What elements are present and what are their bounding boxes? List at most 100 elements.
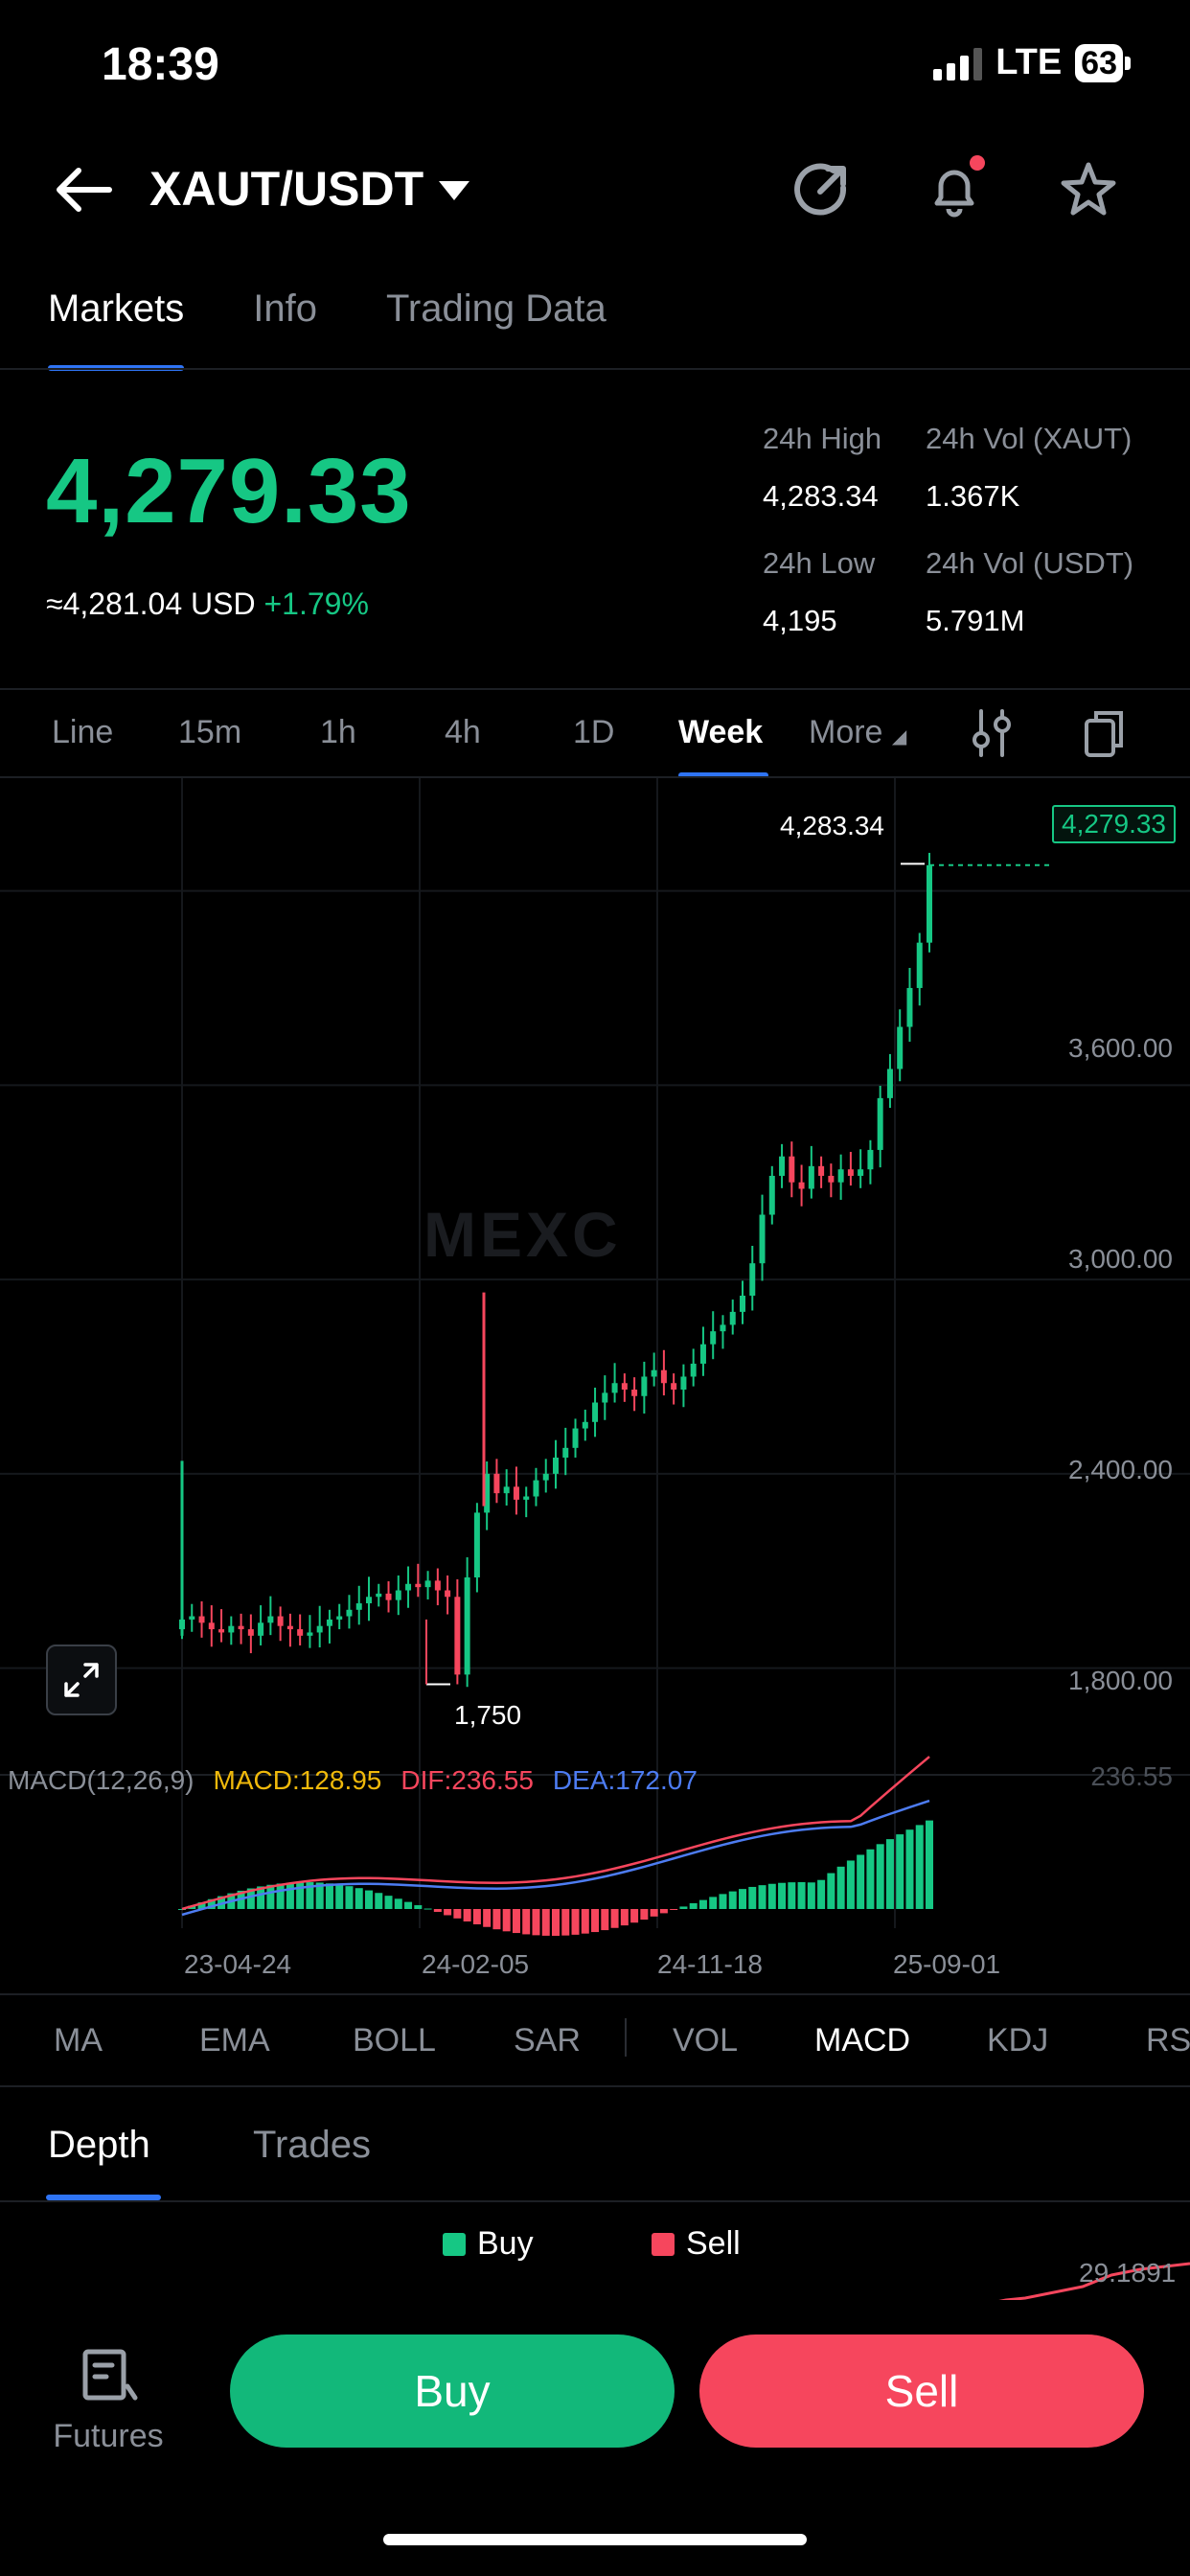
candle bbox=[837, 1169, 844, 1183]
candle bbox=[355, 1603, 362, 1610]
star-icon[interactable] bbox=[1052, 153, 1125, 226]
macd-bar bbox=[640, 1909, 649, 1920]
candle bbox=[818, 1165, 825, 1176]
candle bbox=[218, 1629, 225, 1633]
tf-4h[interactable]: 4h bbox=[445, 714, 481, 750]
tab-trades[interactable]: Trades bbox=[253, 2124, 372, 2166]
ind-rsi[interactable]: RS bbox=[1146, 2022, 1190, 2058]
candle bbox=[424, 1580, 431, 1588]
home-indicator bbox=[383, 2534, 807, 2545]
candle bbox=[542, 1473, 549, 1481]
macd-bar bbox=[836, 1866, 845, 1909]
ind-ema[interactable]: EMA bbox=[199, 2022, 270, 2058]
candle bbox=[690, 1363, 697, 1377]
macd-bar bbox=[296, 1882, 305, 1909]
macd-bar bbox=[719, 1894, 727, 1909]
candle bbox=[808, 1165, 814, 1189]
tab-markets[interactable]: Markets bbox=[48, 288, 185, 371]
tf-week[interactable]: Week bbox=[678, 714, 764, 750]
macd-bar bbox=[552, 1909, 560, 1936]
candle bbox=[277, 1616, 284, 1626]
share-icon[interactable] bbox=[786, 153, 858, 226]
macd-bar bbox=[620, 1909, 629, 1926]
candle bbox=[326, 1619, 332, 1626]
macd-bar bbox=[846, 1860, 855, 1909]
candle bbox=[198, 1616, 205, 1623]
tab-depth[interactable]: Depth bbox=[48, 2124, 150, 2166]
pair-selector[interactable]: XAUT/USDT bbox=[149, 161, 470, 217]
back-arrow-icon[interactable] bbox=[50, 161, 117, 218]
candle bbox=[699, 1344, 706, 1364]
indicator-separator bbox=[625, 2018, 627, 2057]
candle bbox=[749, 1263, 756, 1296]
ind-sar[interactable]: SAR bbox=[514, 2022, 581, 2058]
battery-level: 63 bbox=[1075, 43, 1123, 82]
notification-dot bbox=[970, 155, 985, 171]
candle bbox=[464, 1577, 470, 1675]
macd-bar bbox=[433, 1909, 442, 1913]
tf-15m[interactable]: 15m bbox=[178, 714, 242, 750]
macd-bar bbox=[650, 1909, 658, 1917]
candle bbox=[336, 1616, 343, 1620]
candle bbox=[523, 1496, 530, 1500]
vol-xaut-value: 1.367K bbox=[926, 479, 1020, 513]
macd-bar bbox=[444, 1909, 452, 1916]
macd-bar bbox=[788, 1882, 796, 1909]
ind-kdj[interactable]: KDJ bbox=[987, 2022, 1049, 2058]
macd-bar bbox=[306, 1882, 314, 1909]
ind-vol[interactable]: VOL bbox=[673, 2022, 739, 2058]
macd-bar bbox=[404, 1901, 413, 1909]
macd-bar bbox=[915, 1825, 924, 1909]
candle bbox=[720, 1324, 726, 1332]
candle bbox=[858, 1169, 864, 1176]
candle bbox=[247, 1629, 254, 1636]
macd-bar bbox=[571, 1909, 580, 1935]
macd-bar bbox=[512, 1909, 520, 1934]
tab-info[interactable]: Info bbox=[253, 288, 317, 330]
candle bbox=[631, 1390, 638, 1396]
tab-trading-data[interactable]: Trading Data bbox=[385, 288, 606, 330]
ind-boll[interactable]: BOLL bbox=[353, 2022, 436, 2058]
candle bbox=[779, 1156, 786, 1176]
buy-button[interactable]: Buy bbox=[230, 2334, 675, 2448]
candle bbox=[307, 1632, 313, 1636]
ind-ma[interactable]: MA bbox=[54, 2022, 103, 2058]
candle bbox=[877, 1097, 883, 1150]
macd-bar bbox=[246, 1888, 255, 1909]
dif-value: DIF:236.55 bbox=[400, 1765, 534, 1795]
candle bbox=[415, 1583, 422, 1588]
macd-bar bbox=[817, 1879, 826, 1909]
tf-1d[interactable]: 1D bbox=[573, 714, 615, 750]
copy-icon[interactable] bbox=[1083, 707, 1127, 764]
candle bbox=[602, 1392, 608, 1403]
price-chart[interactable] bbox=[0, 778, 1190, 1988]
x-tick: 23-04-24 bbox=[184, 1949, 292, 1979]
tf-1h[interactable]: 1h bbox=[320, 714, 356, 750]
dif-line bbox=[181, 1756, 930, 1911]
divider bbox=[0, 2085, 1190, 2087]
macd-bar bbox=[335, 1884, 344, 1909]
macd-bar bbox=[472, 1909, 481, 1925]
candle bbox=[906, 987, 913, 1027]
settings-sliders-icon[interactable] bbox=[970, 707, 1014, 764]
bell-icon[interactable] bbox=[918, 153, 991, 226]
macd-bar bbox=[266, 1884, 275, 1909]
macd-bar bbox=[926, 1820, 933, 1909]
expand-icon[interactable] bbox=[46, 1644, 117, 1715]
tf-more[interactable]: More ◢ bbox=[809, 714, 907, 750]
candle bbox=[867, 1149, 874, 1170]
low-marker: 1,750 bbox=[454, 1700, 522, 1730]
tf-active-underline bbox=[678, 772, 768, 778]
macd-bar bbox=[532, 1909, 540, 1936]
sell-button[interactable]: Sell bbox=[699, 2334, 1144, 2448]
high-label: 24h High bbox=[763, 422, 882, 455]
y-tick-2400: 2,400.00 bbox=[1068, 1455, 1173, 1484]
futures-button[interactable]: Futures bbox=[46, 2346, 171, 2455]
macd-bar bbox=[345, 1886, 354, 1909]
macd-bar bbox=[857, 1854, 865, 1909]
tf-line[interactable]: Line bbox=[52, 714, 114, 750]
macd-bar bbox=[591, 1909, 600, 1933]
macd-bar bbox=[601, 1909, 609, 1931]
usd-equivalent: ≈4,281.04 USD +1.79% bbox=[46, 586, 369, 622]
ind-macd[interactable]: MACD bbox=[814, 2022, 911, 2058]
